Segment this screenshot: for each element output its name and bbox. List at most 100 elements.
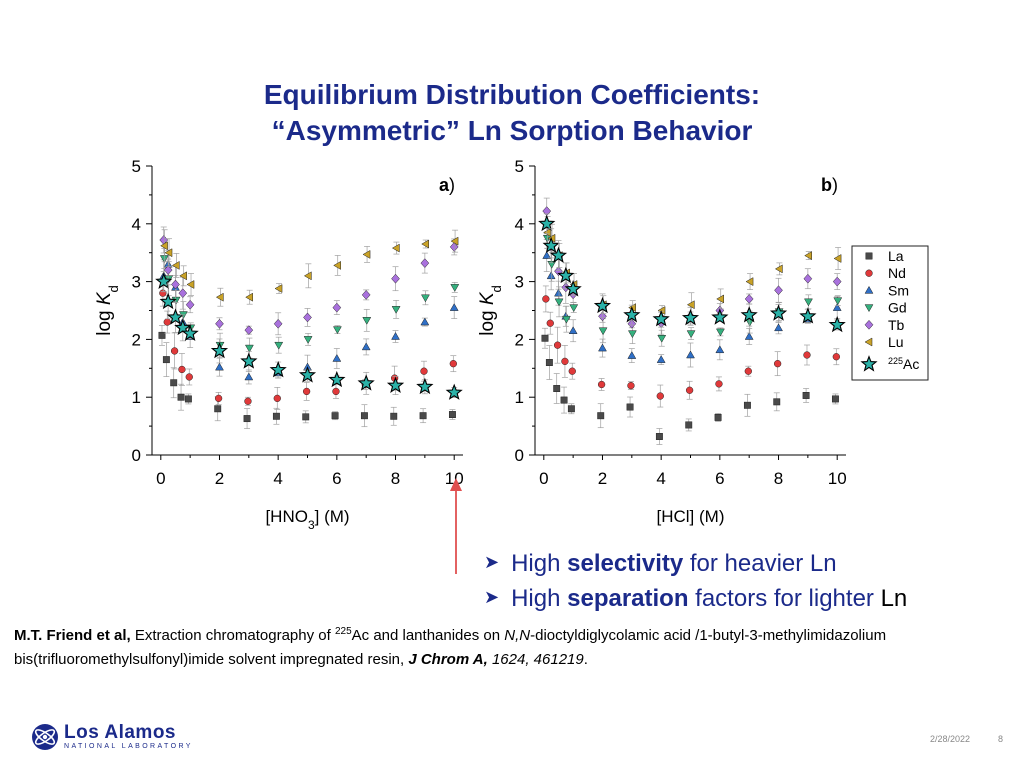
data-point-Lu <box>543 228 551 237</box>
data-point-Gd <box>391 306 401 314</box>
bullet-text-post: for heavier Ln <box>683 550 837 577</box>
data-point-225Ac <box>159 292 177 310</box>
y-tick-label: 3 <box>132 273 141 292</box>
data-point-Gd <box>804 298 813 307</box>
data-point-Lu <box>686 300 695 310</box>
data-point-Gd <box>554 298 564 307</box>
data-point-Sm <box>832 303 842 311</box>
page-number: 8 <box>998 734 1004 744</box>
data-point-Nd <box>178 365 186 374</box>
data-point-La <box>331 412 339 420</box>
slide-title-line-2: “Asymmetric” Ln Sorption Behavior <box>271 115 753 146</box>
y-tick-label: 2 <box>515 330 524 349</box>
data-point-La <box>302 413 310 421</box>
citation-chem-italic: N,N <box>504 627 531 644</box>
data-point-225Ac <box>155 272 173 289</box>
x-tick-label: 0 <box>539 469 548 488</box>
data-point-Nd <box>163 318 171 326</box>
data-point-Sm <box>686 350 695 359</box>
legend-label: Nd <box>888 265 906 281</box>
data-point-La <box>545 359 553 366</box>
x-tick-label: 6 <box>715 469 724 488</box>
data-point-Lu <box>833 254 842 263</box>
legend-label: 225Ac <box>888 356 919 372</box>
data-point-Nd <box>185 373 193 381</box>
data-point-La <box>170 379 178 387</box>
legend-item-Sm: Sm <box>864 282 909 298</box>
data-point-Lu <box>274 284 283 293</box>
data-point-Gd <box>569 304 579 313</box>
data-point-Lu <box>716 294 724 304</box>
x-axis-label: [HCl] (M) <box>657 507 725 526</box>
footer-date: 2/28/2022 <box>930 734 971 744</box>
data-point-Sm <box>420 317 430 326</box>
data-point-Tb <box>744 294 754 304</box>
y-tick-label: 0 <box>132 446 141 465</box>
legend-marker-Lu <box>864 337 873 347</box>
data-point-Nd <box>159 289 167 297</box>
data-point-Lu <box>333 260 341 270</box>
data-point-Nd <box>302 387 311 396</box>
data-point-La <box>214 405 222 413</box>
data-point-Tb <box>185 299 195 310</box>
citation-end: . <box>583 651 588 668</box>
data-point-Lu <box>362 250 371 259</box>
data-point-Nd <box>656 392 664 400</box>
legend-label: Gd <box>888 300 907 316</box>
y-tick-label: 4 <box>132 215 141 234</box>
series-Sm <box>542 239 842 368</box>
data-point-Lu <box>303 271 312 281</box>
data-point-Sm <box>542 251 552 259</box>
data-point-Sm <box>332 353 342 362</box>
data-point-Sm <box>391 332 400 340</box>
series-225Ac <box>538 213 846 333</box>
data-point-Gd <box>332 326 342 335</box>
data-point-Nd <box>715 380 723 388</box>
data-point-225Ac <box>564 280 582 297</box>
x-tick-label: 4 <box>273 469 282 488</box>
data-point-Nd <box>803 351 811 359</box>
data-point-Nd <box>273 394 281 403</box>
data-point-Tb <box>171 279 180 290</box>
data-point-Tb <box>332 302 342 313</box>
x-tick-label: 8 <box>774 469 783 488</box>
data-point-Tb <box>273 318 283 329</box>
x-tick-label: 4 <box>656 469 665 488</box>
series-Tb <box>159 226 459 336</box>
data-point-Nd <box>542 295 550 303</box>
red-arrow-pointer <box>450 478 462 574</box>
data-point-Nd <box>773 360 782 368</box>
data-point-225Ac <box>210 341 229 359</box>
legend-item-Nd: Nd <box>865 265 906 281</box>
legend-label: La <box>888 248 904 264</box>
data-point-225Ac <box>269 360 287 378</box>
data-point-Sm <box>656 355 666 363</box>
data-point-Lu <box>450 236 459 246</box>
data-point-La <box>655 433 663 440</box>
data-point-Nd <box>561 357 569 366</box>
data-point-Lu <box>421 239 429 249</box>
data-point-La <box>743 401 751 409</box>
data-point-Sm <box>715 345 725 354</box>
data-point-Gd <box>715 328 725 337</box>
data-point-La <box>567 405 575 413</box>
data-point-225Ac <box>328 370 346 388</box>
series-La <box>158 325 456 429</box>
bullet-text-post: factors for lighter <box>688 585 881 612</box>
data-point-La <box>553 385 561 392</box>
data-point-225Ac <box>298 366 317 383</box>
x-tick-label: 8 <box>391 469 400 488</box>
data-point-Lu <box>745 277 754 287</box>
chart-panel-a: 0 2 4 6 8 10 0 1 2 3 4 5 [HNO3] (M) log Kd a) <box>94 157 464 532</box>
data-point-Sm <box>244 372 254 381</box>
logo-wordmark: Los Alamos <box>64 722 176 743</box>
x-tick-label: 10 <box>828 469 847 488</box>
data-point-225Ac <box>623 306 641 323</box>
data-point-Nd <box>170 347 179 355</box>
data-point-Sm <box>361 342 371 351</box>
data-point-Lu <box>160 241 168 251</box>
bullet-text-tail: Ln <box>880 585 908 612</box>
data-point-Gd <box>833 297 843 306</box>
data-point-Nd <box>744 367 752 375</box>
